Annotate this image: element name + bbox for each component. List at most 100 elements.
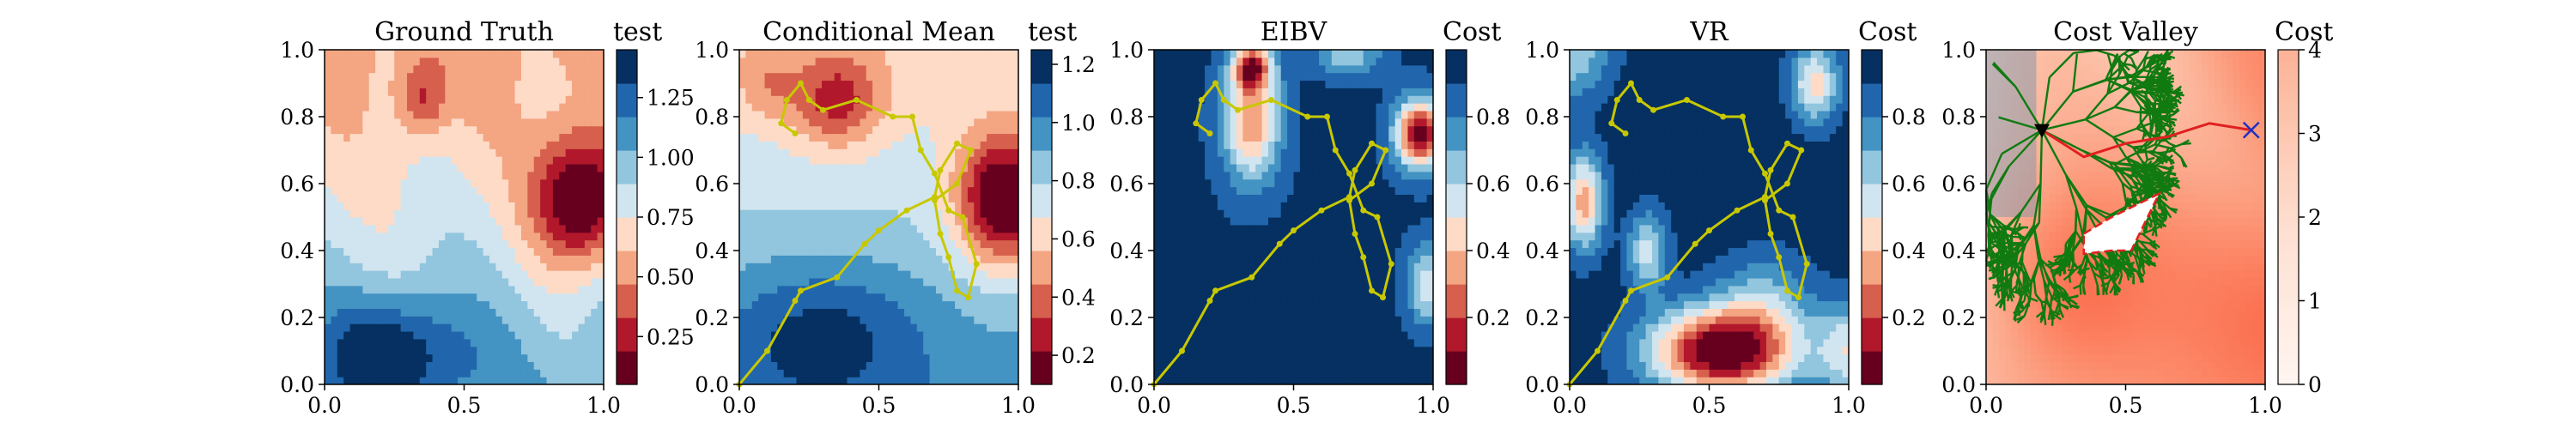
tree-edge (2013, 242, 2020, 247)
tree-edge (2020, 262, 2029, 276)
tree-edge (2142, 173, 2147, 184)
tree-edge (2158, 103, 2168, 106)
path-point (1789, 214, 1796, 221)
tree-edge (2153, 185, 2163, 190)
tree-edge (2017, 224, 2035, 249)
y-tick-label: 1.0 (1941, 38, 1976, 63)
path-point (903, 207, 910, 214)
tree-edge (2008, 282, 2012, 295)
colorbar-tick-label: 0.50 (647, 265, 695, 290)
colorbar-label: test (613, 17, 662, 47)
x-tick-label: 0.5 (862, 393, 896, 418)
tree-edge (2121, 65, 2129, 76)
tree-edge (2008, 129, 2043, 167)
tree-edge (2141, 160, 2153, 171)
tree-edge (2112, 136, 2128, 159)
tree-edge (2070, 262, 2075, 271)
tree-edge (2083, 257, 2089, 275)
rrt-tree (1985, 49, 2191, 326)
tree-edge (2127, 261, 2136, 266)
tree-edge (2164, 78, 2172, 83)
path-point (965, 294, 971, 301)
panel-title: EIBV (1261, 17, 1328, 47)
tree-edge (2082, 286, 2087, 295)
tree-edge (2048, 51, 2075, 78)
colorbar-tick-label: 0.6 (1061, 227, 1096, 251)
tree-edge (1992, 285, 2001, 289)
x-tick-label: 0.0 (722, 393, 756, 418)
colorbar-tick-label: 0.2 (1476, 305, 1510, 330)
tree-edge (2163, 105, 2171, 112)
panel-3: EIBV 0.0 0.5 1.0 0.0 0.2 0.4 0.6 0.8 1.0 0.2 0.4 0.6… (1109, 17, 1510, 418)
tree-edge (2117, 275, 2123, 285)
tree-edge (2035, 311, 2044, 318)
path-point (1628, 287, 1634, 294)
tree-edge (2032, 279, 2037, 295)
y-tick-label: 0.0 (1941, 372, 1976, 397)
colorbar-tick-label: 0.6 (1892, 172, 1926, 196)
path-point (1352, 231, 1358, 237)
path-point (1212, 287, 1218, 294)
path-point (1762, 197, 1768, 203)
tree-edge (2160, 213, 2167, 218)
tree-edge (1999, 299, 2006, 309)
tree-edge (2132, 147, 2143, 162)
path-point (945, 254, 952, 261)
tree-edge (2113, 54, 2123, 67)
tree-edge (2142, 233, 2154, 243)
tree-edge (1987, 234, 1993, 251)
path-point (1249, 274, 1255, 281)
tree-edge (2167, 191, 2175, 197)
tree-edge (2047, 280, 2063, 296)
path-point (798, 80, 804, 87)
path-point (1304, 113, 1311, 120)
path-point (1706, 227, 1712, 234)
tree-edge (2092, 264, 2098, 271)
tree-edge (2082, 149, 2116, 166)
path-point (778, 120, 785, 127)
path-point (1374, 214, 1381, 221)
tree-edge (2160, 85, 2168, 92)
colorbar-label: test (1028, 17, 1077, 47)
tree-edge (2106, 78, 2132, 91)
path-point (792, 298, 799, 304)
tree-edge (2156, 178, 2165, 184)
path-point (954, 287, 960, 294)
obstacle-region (2082, 190, 2162, 256)
tree-edge (1987, 214, 1991, 228)
tree-edge (2159, 215, 2167, 222)
tree-edge (2125, 156, 2140, 165)
path-point (1193, 120, 1200, 127)
tree-edge (2159, 221, 2166, 227)
tree-edge (2008, 250, 2013, 259)
path-point (876, 227, 882, 234)
path-point (1762, 170, 1768, 177)
path-point (954, 180, 960, 187)
path-point (1346, 170, 1352, 177)
colorbar-tick-label: 1.00 (647, 145, 695, 170)
y-tick-label: 0.4 (1109, 239, 1144, 263)
tree-edge (2145, 249, 2154, 257)
colorbar-tick-label: 0.8 (1892, 105, 1926, 130)
y-tick-label: 0.2 (1941, 305, 1976, 330)
tree-edge (2148, 151, 2161, 154)
tree-edge (1988, 227, 1994, 238)
tree-edge (2109, 275, 2117, 281)
tree-edge (2112, 136, 2134, 148)
tree-edge (2023, 290, 2027, 301)
path-point (1664, 274, 1671, 281)
tree-edge (2172, 107, 2179, 116)
tree-edge (2039, 130, 2044, 184)
tree-edge (2065, 174, 2087, 210)
heatmap-field (325, 50, 604, 384)
tree-edge (2069, 294, 2079, 299)
tree-edge (2085, 106, 2116, 121)
tree-edge (2159, 69, 2166, 79)
tree-edge (2051, 312, 2063, 321)
tree-edge (2136, 58, 2146, 71)
tree-edge (2129, 268, 2136, 271)
tree-edge (2125, 157, 2137, 172)
tree-edge (2014, 86, 2044, 131)
tree-edge (2113, 285, 2119, 296)
tree-edge (2015, 315, 2026, 321)
